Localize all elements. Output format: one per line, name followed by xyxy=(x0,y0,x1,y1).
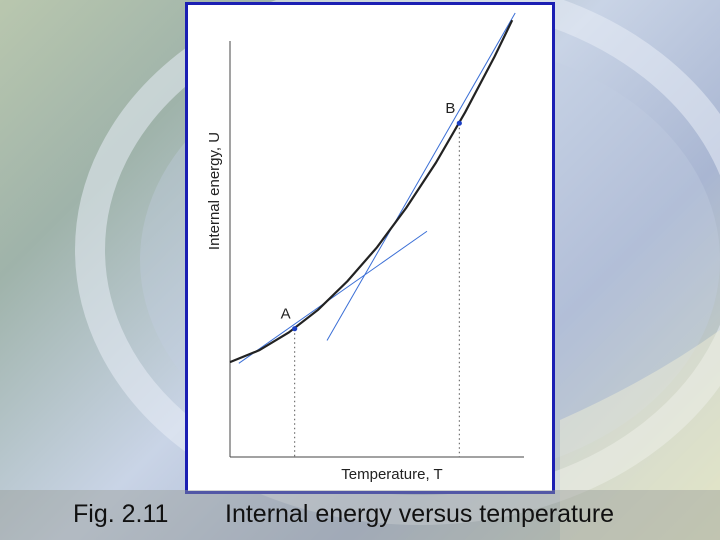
tangent-lines xyxy=(238,12,516,364)
point-label-b: B xyxy=(445,100,455,117)
point-a xyxy=(292,326,298,332)
internal-energy-chart: Internal energy, U Temperature, T AB xyxy=(206,12,524,483)
point-b xyxy=(456,120,462,126)
drop-lines xyxy=(294,123,460,457)
x-axis-label: Temperature, T xyxy=(341,466,442,483)
figure-number: Fig. 2.11 xyxy=(73,500,169,528)
point-label-a: A xyxy=(281,306,291,323)
tangent-line-b xyxy=(326,12,516,341)
axes xyxy=(229,41,524,458)
points: AB xyxy=(281,100,462,332)
tangent-line-a xyxy=(238,230,428,364)
energy-curve xyxy=(229,19,514,364)
caption-bar xyxy=(0,490,720,540)
figure-caption: Internal energy versus temperature xyxy=(225,500,615,528)
y-axis-label: Internal energy, U xyxy=(206,132,223,250)
